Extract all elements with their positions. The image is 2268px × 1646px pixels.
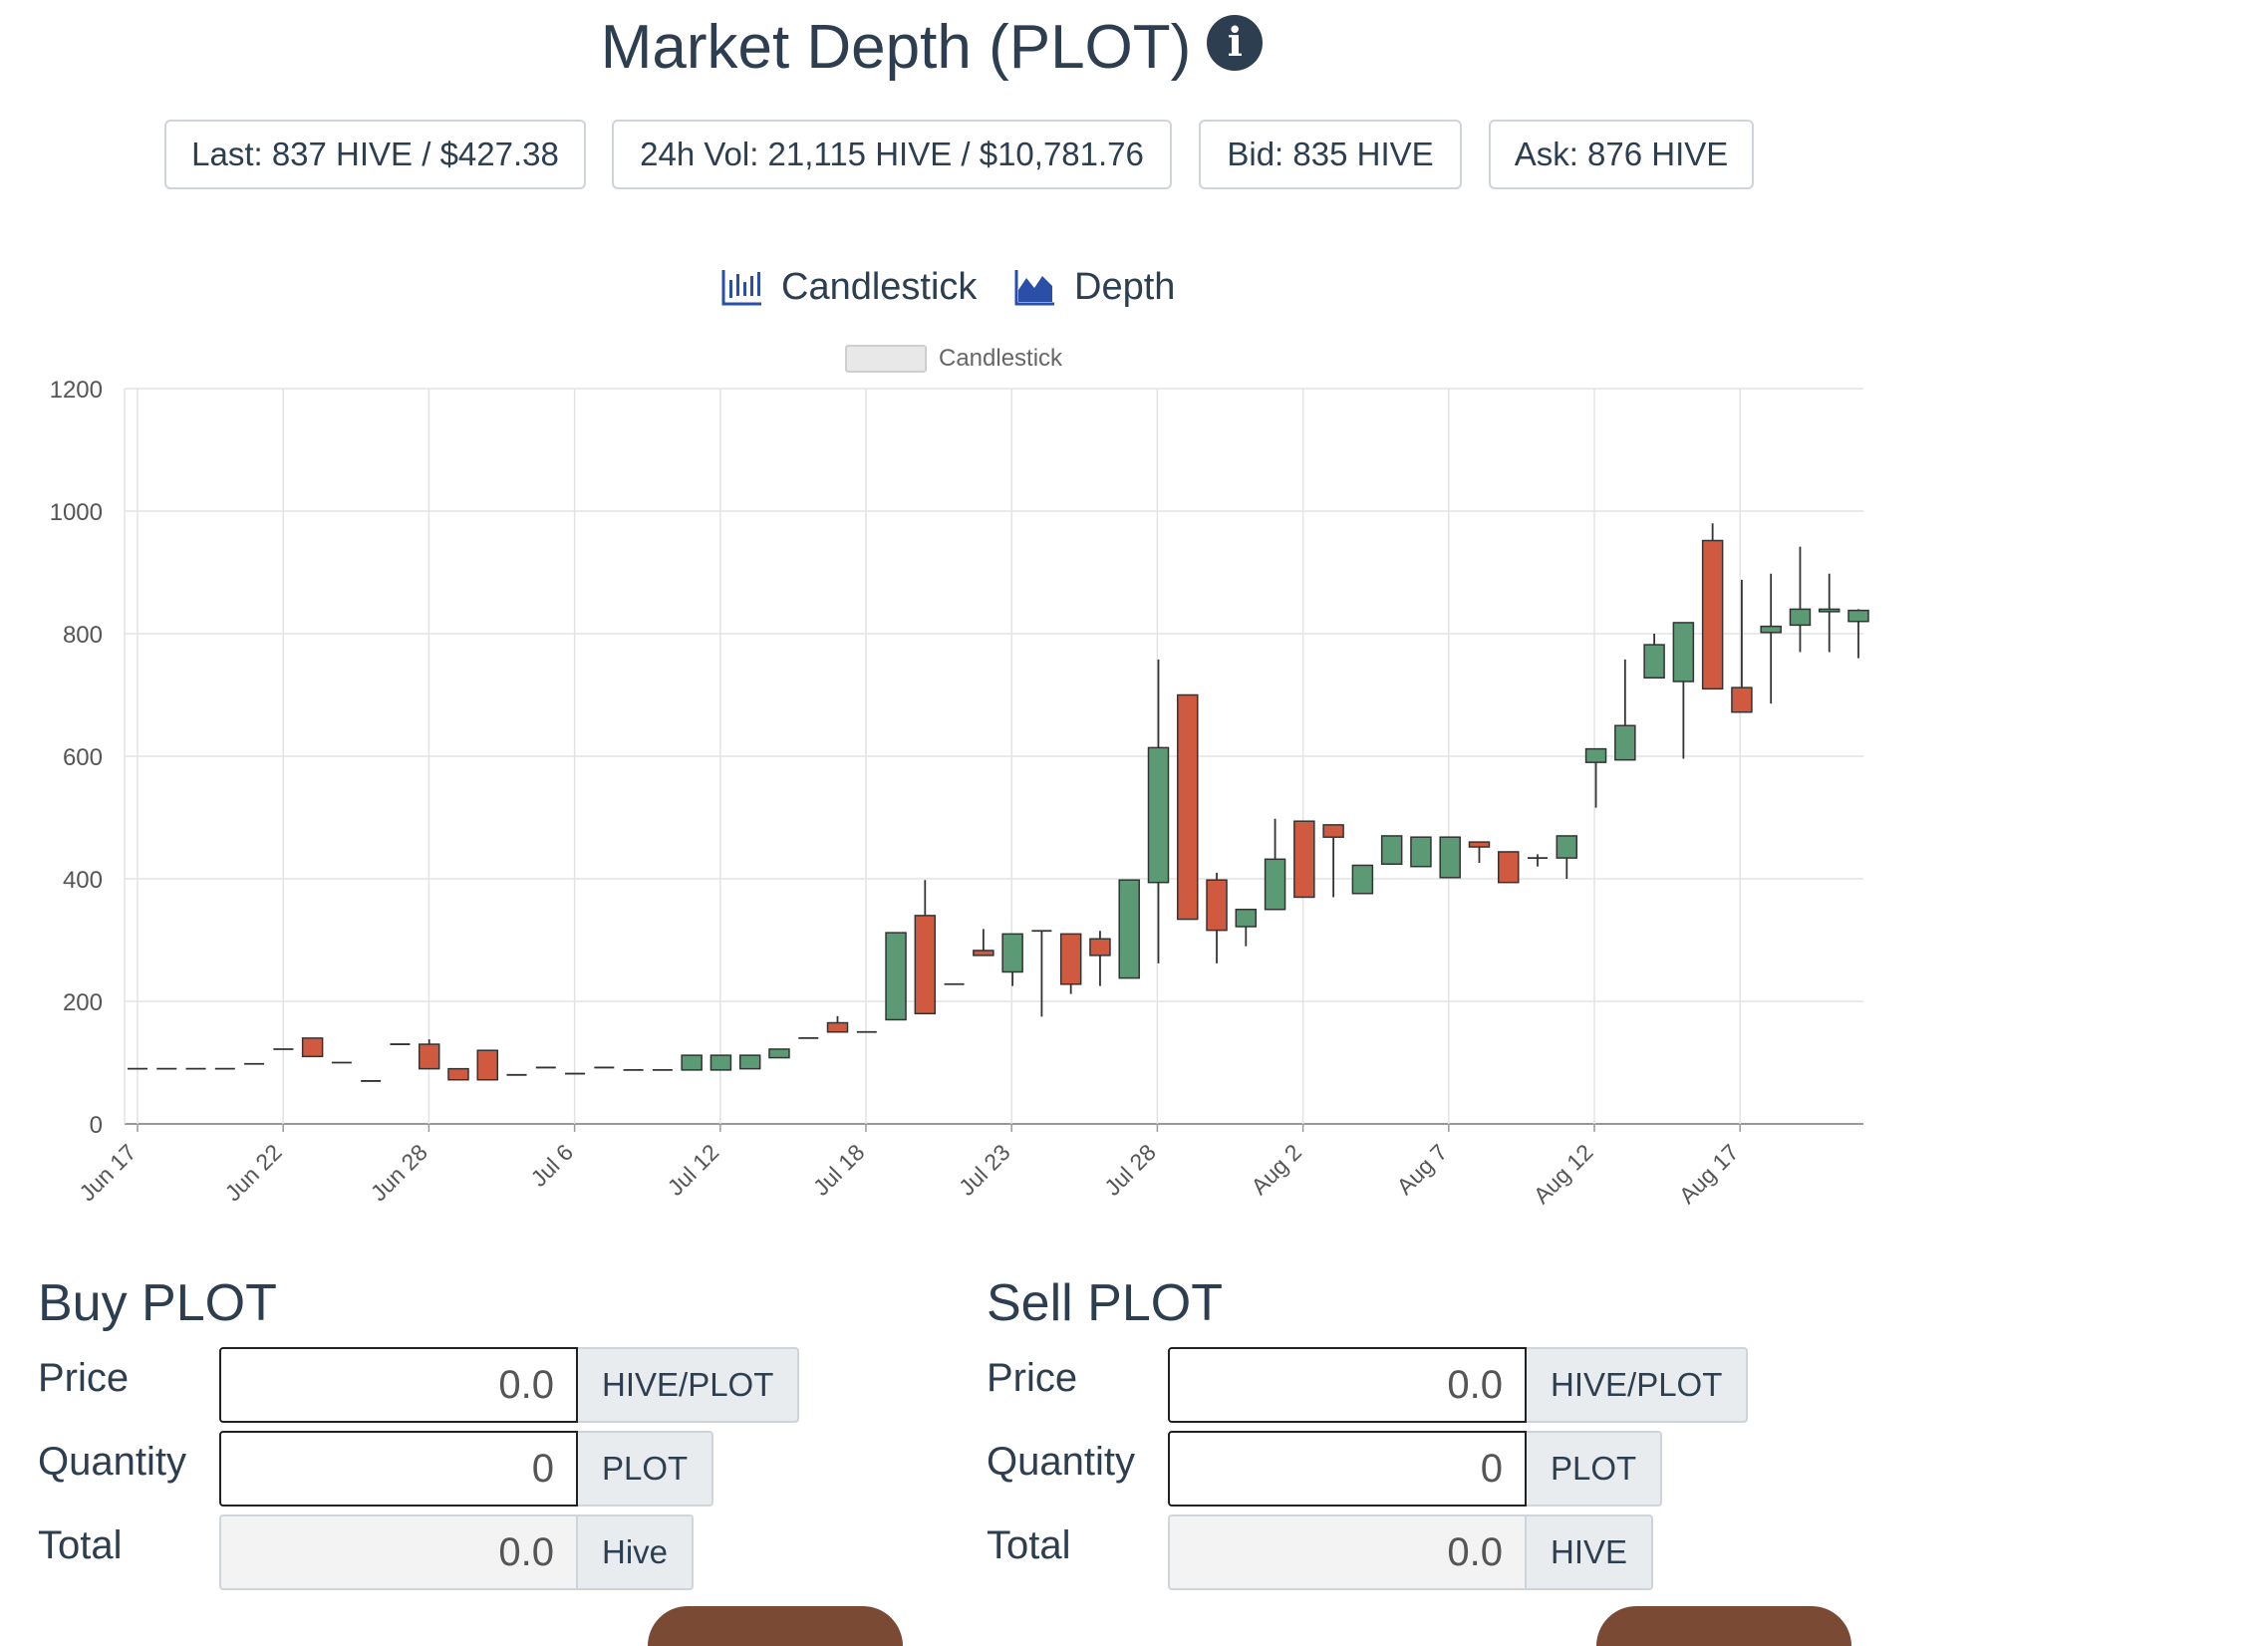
buy-total-unit: Hive — [578, 1514, 695, 1590]
page-title: Market Depth (PLOT) i — [0, 8, 1863, 88]
buy-price-input[interactable]: 0.0 — [219, 1347, 578, 1423]
y-tick-label: 600 — [63, 744, 103, 771]
candle-body — [1322, 824, 1344, 838]
candle-body — [1789, 608, 1812, 627]
buy-quantity-unit: PLOT — [578, 1431, 714, 1507]
buy-button[interactable] — [648, 1606, 903, 1646]
x-tick-label: Jul 18 — [808, 1139, 870, 1201]
bid-badge: Bid: 835 HIVE — [1199, 120, 1462, 189]
y-tick-label: 800 — [63, 622, 103, 649]
candle-body — [1731, 686, 1753, 713]
candle-body — [1672, 622, 1695, 683]
x-tick-label: Jul 28 — [1099, 1139, 1161, 1201]
candle-body — [1847, 609, 1869, 623]
sell-button[interactable] — [1596, 1606, 1851, 1646]
candle-body — [1351, 864, 1374, 895]
buy-price-label: Price — [38, 1356, 130, 1400]
candle-body — [885, 932, 907, 1021]
candle-body — [447, 1067, 469, 1081]
x-tick-label: Aug 7 — [1391, 1139, 1452, 1200]
candle-body — [768, 1048, 790, 1059]
candle-body — [1614, 724, 1636, 761]
y-tick-label: 0 — [90, 1112, 103, 1139]
y-tick-label: 200 — [63, 989, 103, 1016]
candle-body — [1556, 835, 1578, 859]
sell-price-label: Price — [987, 1356, 1078, 1400]
candle-body — [1206, 879, 1228, 932]
buy-quantity-label: Quantity — [38, 1440, 186, 1484]
x-tick-label: Jul 12 — [663, 1139, 724, 1201]
sell-price-unit: HIVE/PLOT — [1527, 1347, 1749, 1423]
buy-quantity-input[interactable]: 0 — [219, 1431, 578, 1507]
sell-quantity-input[interactable]: 0 — [1168, 1431, 1527, 1507]
candle-body — [418, 1043, 440, 1070]
buy-price-unit: HIVE/PLOT — [578, 1347, 800, 1423]
candle-body — [1059, 933, 1082, 985]
candle-body — [301, 1037, 324, 1058]
buy-title: Buy PLOT — [38, 1274, 277, 1332]
candle-body — [973, 950, 994, 957]
sell-total-label: Total — [987, 1523, 1071, 1567]
candle-body — [1147, 746, 1170, 884]
candle-body — [1264, 858, 1286, 911]
candle-body — [476, 1049, 499, 1081]
candle-body — [1001, 933, 1023, 973]
candle-body — [1584, 747, 1607, 763]
area-chart-icon — [1014, 270, 1054, 306]
candle-body — [914, 915, 937, 1015]
candle-body — [1410, 836, 1432, 868]
candle-body — [1177, 693, 1199, 921]
x-tick-label: Jun 17 — [74, 1139, 141, 1206]
candlestick-chart-icon — [721, 270, 761, 306]
candle-body — [1235, 909, 1258, 928]
candle-body — [738, 1054, 761, 1070]
candlestick-label: Candlestick — [781, 266, 978, 308]
x-tick-label: Jul 6 — [525, 1139, 578, 1192]
candle-body — [1818, 608, 1841, 613]
candle-body — [826, 1021, 849, 1033]
candle-body — [709, 1054, 732, 1071]
candlestick-toggle[interactable]: Candlestick — [721, 257, 977, 317]
candle-body — [1497, 851, 1520, 884]
legend-label: Candlestick — [939, 345, 1063, 372]
depth-toggle[interactable]: Depth — [1014, 257, 1175, 317]
sell-quantity-unit: PLOT — [1527, 1431, 1663, 1507]
sell-title: Sell PLOT — [987, 1274, 1223, 1332]
sell-price-input[interactable]: 0.0 — [1168, 1347, 1527, 1423]
x-tick-label: Jun 28 — [366, 1139, 432, 1206]
x-tick-label: Jun 22 — [220, 1139, 287, 1206]
candle-body — [1468, 841, 1491, 848]
candlestick-chart[interactable]: 0 200 400 600 800 1000 1200 Jun 17 Jun 22 Jun 28 J… — [0, 369, 1893, 1245]
legend-swatch — [845, 345, 927, 373]
candle-body — [1293, 820, 1315, 899]
x-tick-label: Aug 17 — [1674, 1139, 1744, 1209]
candle-body — [1118, 879, 1140, 979]
chart-legend[interactable]: Candlestick — [845, 339, 1062, 379]
y-tick-label: 400 — [63, 867, 103, 894]
buy-total-field: 0.0 — [219, 1514, 578, 1590]
candle-body — [1089, 938, 1111, 957]
y-tick-label: 1000 — [50, 499, 103, 526]
x-tick-label: Aug 2 — [1246, 1139, 1306, 1200]
candle-body — [1439, 836, 1461, 879]
depth-label: Depth — [1074, 266, 1176, 308]
x-tick-label: Aug 12 — [1529, 1139, 1598, 1209]
y-tick-label: 1200 — [50, 377, 103, 404]
candle-body — [1643, 644, 1665, 680]
info-icon[interactable]: i — [1207, 15, 1264, 71]
volume-badge: 24h Vol: 21,115 HIVE / $10,781.76 — [612, 120, 1172, 189]
buy-total-label: Total — [38, 1523, 123, 1567]
candle-body — [1701, 539, 1724, 690]
ask-badge: Ask: 876 HIVE — [1489, 120, 1754, 189]
sell-total-unit: HIVE — [1527, 1514, 1654, 1590]
sell-total-field: 0.0 — [1168, 1514, 1527, 1590]
page-title-text: Market Depth (PLOT) — [600, 13, 1192, 82]
x-tick-label: Jul 23 — [954, 1139, 1015, 1201]
candle-body — [1380, 835, 1403, 865]
sell-quantity-label: Quantity — [987, 1440, 1135, 1484]
candle-body — [681, 1054, 703, 1071]
last-price-badge: Last: 837 HIVE / $427.38 — [164, 120, 586, 189]
candle-body — [1760, 625, 1782, 634]
